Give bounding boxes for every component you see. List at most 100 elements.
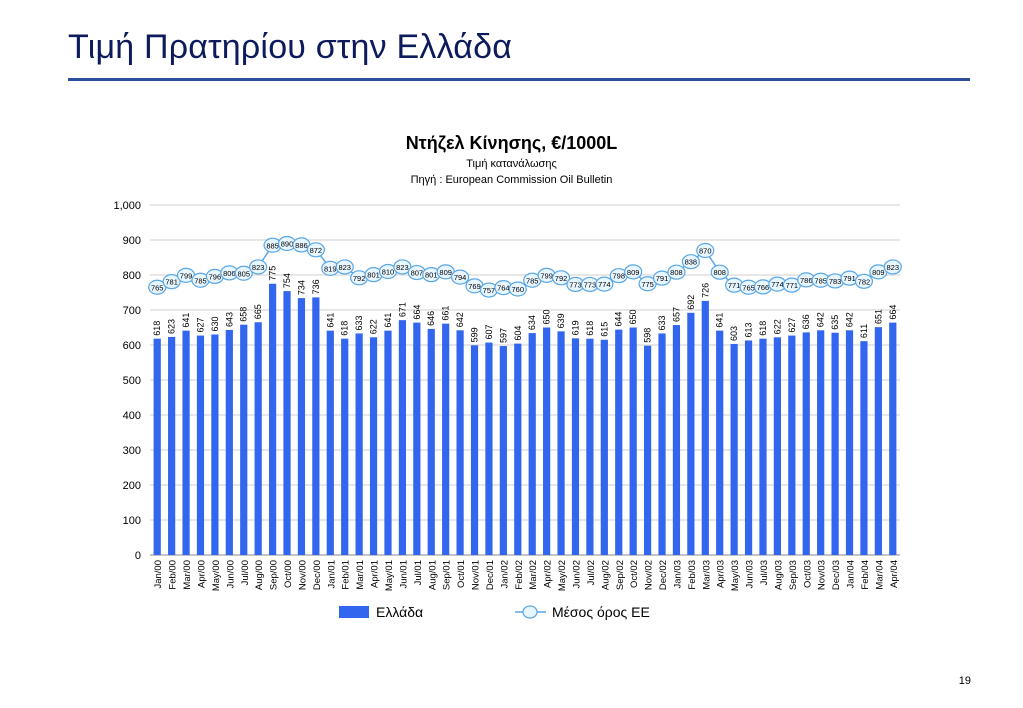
title-rule: [68, 78, 970, 81]
bar-greece: [225, 329, 233, 555]
point-value-label: 785: [194, 276, 207, 285]
point-value-label: 766: [757, 283, 770, 292]
x-tick-label: Mar/00: [182, 560, 193, 590]
bar-greece: [196, 335, 205, 555]
bar-value-label: 664: [888, 305, 898, 320]
x-tick-label: Oct/00: [283, 560, 294, 588]
x-tick-label: Oct/01: [456, 560, 467, 588]
bar-value-label: 641: [325, 313, 335, 328]
x-tick-label: Dec/01: [485, 560, 496, 590]
bar-greece: [788, 335, 796, 555]
bar-greece: [701, 300, 709, 555]
x-tick-label: Jun/02: [571, 560, 582, 589]
bar-value-label: 650: [542, 309, 552, 324]
x-tick-label: Sep/00: [269, 560, 280, 590]
point-value-label: 809: [439, 268, 452, 277]
x-tick-label: Mar/04: [874, 560, 885, 590]
point-value-label: 808: [713, 268, 726, 277]
bar-greece: [499, 346, 507, 555]
bar-greece: [528, 333, 536, 555]
y-tick-label: 0: [135, 550, 141, 562]
x-tick-label: Mar/03: [701, 560, 712, 590]
bar-value-label: 671: [397, 302, 407, 317]
point-value-label: 785: [814, 276, 827, 285]
point-value-label: 807: [411, 269, 424, 278]
x-tick-label: Jan/02: [499, 560, 510, 589]
bar-value-label: 633: [657, 315, 667, 330]
bar-value-label: 641: [383, 313, 393, 328]
bar-greece: [297, 298, 306, 555]
bar-greece: [571, 338, 580, 555]
bar-greece: [730, 343, 738, 555]
x-tick-label: May/01: [384, 560, 395, 591]
y-tick-label: 400: [123, 410, 141, 422]
point-eu-average: [551, 270, 571, 286]
y-tick-label: 500: [123, 375, 141, 387]
bar-greece: [658, 333, 666, 555]
bar-greece: [211, 334, 219, 555]
bar-value-label: 643: [224, 312, 234, 327]
bar-greece: [759, 338, 767, 555]
point-value-label: 810: [382, 268, 395, 277]
point-eu-average: [624, 264, 643, 280]
point-value-label: 870: [699, 247, 712, 256]
bar-greece: [456, 330, 464, 555]
legend-swatch-greece: [339, 606, 369, 618]
x-tick-label: Jul/02: [586, 560, 597, 585]
x-tick-label: Oct/02: [629, 560, 640, 588]
x-tick-label: Aug/03: [773, 560, 784, 590]
bar-value-label: 627: [787, 318, 797, 333]
bar-greece: [240, 324, 248, 555]
bar-greece: [398, 320, 407, 555]
point-value-label: 757: [483, 286, 496, 295]
x-tick-label: Dec/00: [312, 560, 323, 590]
point-value-label: 819: [324, 264, 337, 273]
point-value-label: 806: [223, 269, 236, 278]
legend-label-eu: Μέσος όρος ΕΕ: [552, 604, 650, 620]
x-tick-label: Jun/01: [398, 560, 409, 589]
y-tick-label: 300: [123, 445, 141, 457]
x-tick-label: Feb/03: [687, 560, 698, 590]
bar-value-label: 736: [311, 279, 321, 294]
point-eu-average: [667, 264, 686, 280]
point-eu-average: [234, 265, 253, 281]
x-tick-label: Nov/02: [644, 560, 655, 590]
y-tick-label: 700: [123, 305, 141, 317]
bar-greece: [586, 338, 594, 555]
point-value-label: 809: [627, 268, 640, 277]
bar-greece: [716, 330, 724, 555]
point-value-label: 782: [858, 277, 871, 286]
bar-greece: [629, 327, 637, 555]
point-value-label: 775: [641, 280, 654, 289]
bar-greece: [485, 342, 493, 555]
point-value-label: 799: [180, 271, 193, 280]
bar-greece: [643, 345, 652, 555]
bar-value-label: 775: [268, 266, 278, 281]
bar-value-label: 636: [801, 314, 811, 329]
bar-value-label: 607: [484, 325, 494, 340]
point-value-label: 798: [612, 272, 625, 281]
point-value-label: 801: [367, 271, 380, 280]
page-number: 19: [958, 675, 971, 687]
bar-greece: [355, 333, 363, 555]
x-tick-label: Aug/00: [254, 560, 265, 590]
x-tick-label: May/00: [211, 560, 222, 591]
bar-greece: [557, 331, 565, 555]
bar-greece: [153, 338, 161, 555]
bar-greece: [268, 283, 277, 555]
point-value-label: 823: [338, 263, 351, 272]
bar-value-label: 619: [570, 320, 580, 335]
point-value-label: 781: [165, 278, 178, 287]
point-value-label: 890: [281, 240, 294, 249]
x-tick-label: May/02: [557, 560, 568, 591]
bar-value-label: 658: [239, 307, 249, 322]
x-tick-label: Jul/01: [413, 560, 424, 585]
bar-greece: [470, 345, 479, 555]
bar-value-label: 657: [671, 307, 681, 322]
bar-value-label: 661: [441, 306, 451, 321]
point-value-label: 885: [266, 241, 279, 250]
point-value-label: 764: [497, 284, 510, 293]
y-tick-label: 600: [123, 340, 141, 352]
x-tick-label: Jun/00: [225, 560, 236, 589]
bar-greece: [369, 337, 378, 555]
